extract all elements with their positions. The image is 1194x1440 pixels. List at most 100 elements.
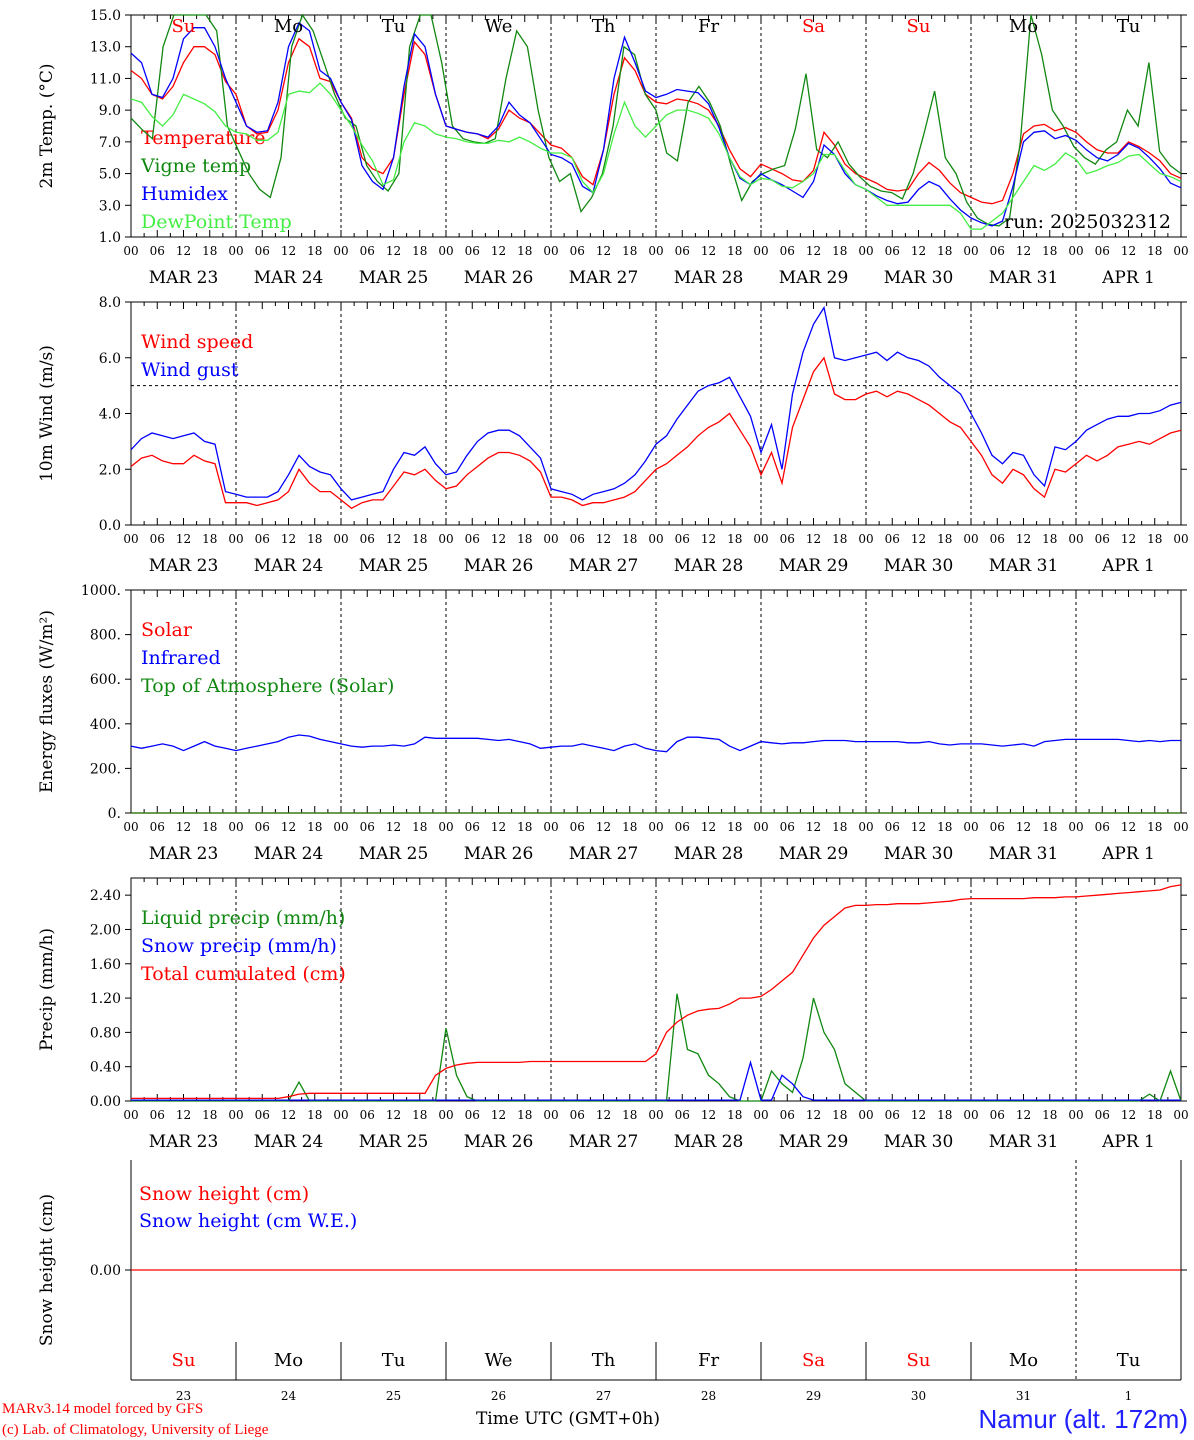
hour-label: 18 bbox=[517, 820, 532, 834]
hour-label: 00 bbox=[648, 820, 663, 834]
date-label: MAR 30 bbox=[884, 268, 954, 288]
y-tick-label: 400. bbox=[90, 717, 121, 733]
y-axis-label: Energy fluxes (W/m²) bbox=[37, 610, 57, 793]
hour-label: 18 bbox=[307, 244, 322, 258]
day-number-label: 29 bbox=[806, 1389, 821, 1403]
weekday-label: We bbox=[485, 16, 513, 37]
hour-label: 00 bbox=[1173, 532, 1188, 546]
hour-label: 06 bbox=[255, 1108, 270, 1122]
y-tick-label: 600. bbox=[90, 672, 121, 688]
hour-label: 12 bbox=[701, 820, 716, 834]
hour-label: 00 bbox=[753, 244, 768, 258]
hour-label: 06 bbox=[675, 532, 690, 546]
hour-label: 00 bbox=[1173, 244, 1188, 258]
hour-label: 18 bbox=[307, 1108, 322, 1122]
hour-label: 18 bbox=[937, 1108, 952, 1122]
weekday-label: Tu bbox=[382, 16, 406, 37]
hour-label: 12 bbox=[176, 1108, 191, 1122]
hour-label: 06 bbox=[780, 820, 795, 834]
hour-label: 06 bbox=[570, 820, 585, 834]
hour-label: 12 bbox=[1016, 532, 1031, 546]
y-tick-label: 0.00 bbox=[90, 1263, 121, 1279]
hour-label: 00 bbox=[543, 820, 558, 834]
weekday-label: Th bbox=[592, 16, 616, 37]
hour-label: 06 bbox=[885, 1108, 900, 1122]
weekday-label: Su bbox=[172, 16, 196, 37]
hour-label: 06 bbox=[780, 1108, 795, 1122]
hour-label: 00 bbox=[1068, 820, 1083, 834]
y-tick-label: 13.0 bbox=[90, 40, 121, 56]
hour-label: 18 bbox=[202, 244, 217, 258]
series-line-0 bbox=[130, 37, 1182, 205]
hour-label: 18 bbox=[412, 820, 427, 834]
hour-label: 18 bbox=[1147, 532, 1162, 546]
weekday-label: Mo bbox=[274, 16, 303, 37]
hour-label: 00 bbox=[858, 532, 873, 546]
y-tick-label: 4.0 bbox=[99, 407, 121, 423]
hour-label: 18 bbox=[517, 532, 532, 546]
station-name: Namur (alt. 172m) bbox=[979, 1404, 1189, 1434]
legend-entry: Liquid precip (mm/h) bbox=[141, 907, 345, 929]
y-tick-label: 3.0 bbox=[99, 198, 121, 214]
hour-label: 12 bbox=[1121, 532, 1136, 546]
hour-label: 00 bbox=[123, 820, 138, 834]
date-label: MAR 25 bbox=[359, 1132, 429, 1152]
hour-label: 06 bbox=[255, 532, 270, 546]
hour-label: 18 bbox=[412, 1108, 427, 1122]
hour-label: 12 bbox=[1016, 1108, 1031, 1122]
hour-label: 06 bbox=[675, 244, 690, 258]
panel-4: 0.00 0.40 0.80 1.20 1.60 2.00 2.40 Precip (mm/h… bbox=[37, 877, 1189, 1152]
y-axis-label: Precip (mm/h) bbox=[37, 928, 57, 1051]
hour-label: 12 bbox=[911, 1108, 926, 1122]
hour-label: 12 bbox=[596, 244, 611, 258]
hour-label: 18 bbox=[202, 1108, 217, 1122]
y-tick-label: 0.0 bbox=[99, 518, 121, 534]
date-label: MAR 23 bbox=[149, 556, 219, 576]
hour-label: 18 bbox=[832, 820, 847, 834]
date-label: MAR 24 bbox=[254, 1132, 324, 1152]
hour-label: 12 bbox=[491, 820, 506, 834]
hour-label: 06 bbox=[1095, 532, 1110, 546]
series-line-2 bbox=[130, 21, 1182, 227]
date-label: MAR 31 bbox=[989, 556, 1059, 576]
day-number-label: 27 bbox=[596, 1389, 611, 1403]
day-number-label: 28 bbox=[701, 1389, 716, 1403]
hour-label: 06 bbox=[780, 532, 795, 546]
series-line-2 bbox=[131, 884, 1182, 1100]
date-label: MAR 28 bbox=[674, 556, 744, 576]
hour-label: 18 bbox=[1042, 244, 1057, 258]
y-tick-label: 2.00 bbox=[90, 922, 121, 938]
hour-label: 12 bbox=[281, 820, 296, 834]
hour-label: 18 bbox=[517, 1108, 532, 1122]
hour-label: 18 bbox=[202, 532, 217, 546]
series-line-1 bbox=[130, 13, 1182, 227]
day-number-label: 24 bbox=[281, 1389, 297, 1403]
y-tick-label: 0.40 bbox=[90, 1060, 121, 1076]
y-tick-label: 1.60 bbox=[90, 957, 121, 973]
hour-label: 12 bbox=[491, 244, 506, 258]
date-label: MAR 25 bbox=[359, 268, 429, 288]
weekday-label: Su bbox=[907, 16, 931, 37]
hour-label: 06 bbox=[360, 532, 375, 546]
date-label: MAR 26 bbox=[464, 1132, 534, 1152]
y-axis-label: 10m Wind (m/s) bbox=[37, 345, 57, 482]
hour-label: 00 bbox=[543, 244, 558, 258]
hour-label: 12 bbox=[176, 820, 191, 834]
hour-label: 12 bbox=[281, 244, 296, 258]
hour-label: 00 bbox=[123, 532, 138, 546]
date-label: MAR 30 bbox=[884, 556, 954, 576]
y-tick-label: 1.20 bbox=[90, 991, 121, 1007]
meteogram-panels: 1.0 3.0 5.0 7.0 9.0 11.0 13.0 15.0 2m Temp. (°C)… bbox=[37, 8, 1189, 1403]
hour-label: 12 bbox=[386, 532, 401, 546]
legend-entry: Total cumulated (cm) bbox=[141, 963, 346, 985]
hour-label: 12 bbox=[701, 532, 716, 546]
y-tick-label: 9.0 bbox=[99, 103, 121, 119]
legend-entry: Infrared bbox=[141, 647, 221, 669]
hour-label: 06 bbox=[150, 1108, 165, 1122]
hour-label: 06 bbox=[570, 244, 585, 258]
legend-entry: Snow precip (mm/h) bbox=[141, 935, 337, 957]
hour-label: 18 bbox=[1147, 244, 1162, 258]
day-number-label: 25 bbox=[386, 1389, 401, 1403]
legend-entry: Temperature bbox=[141, 127, 265, 149]
